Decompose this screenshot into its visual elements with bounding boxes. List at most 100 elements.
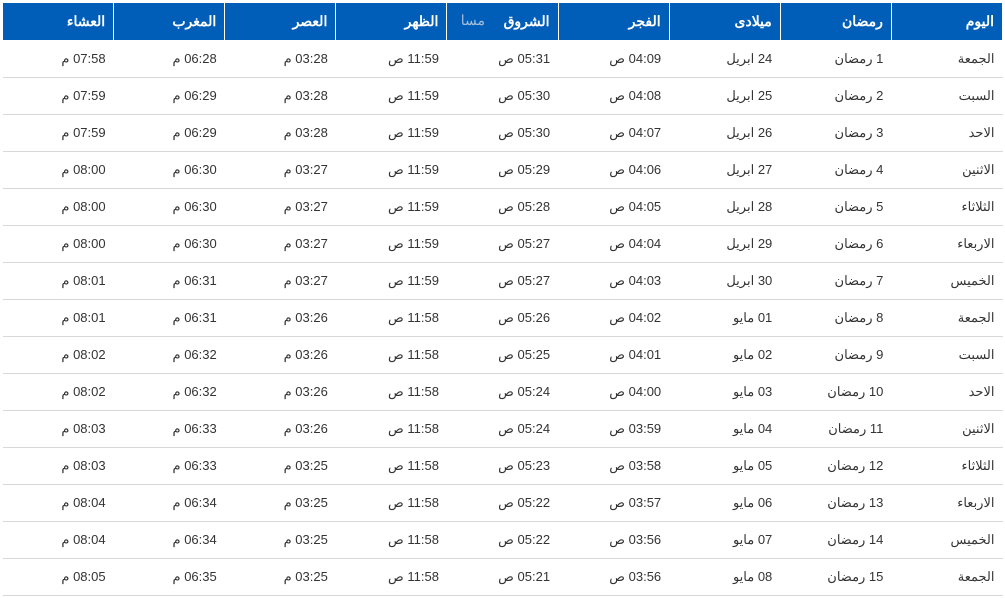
table-cell: 05:24 ص xyxy=(447,411,558,448)
table-cell: 05:24 ص xyxy=(447,374,558,411)
table-cell: 04:04 ص xyxy=(558,226,669,263)
table-cell: 05:25 ص xyxy=(447,337,558,374)
table-cell: الجمعة xyxy=(891,300,1002,337)
table-cell: 08:05 م xyxy=(3,559,114,596)
table-cell: 30 ابريل xyxy=(669,263,780,300)
table-cell: 2 رمضان xyxy=(780,78,891,115)
table-cell: 03:28 م xyxy=(225,78,336,115)
table-cell: الاحد xyxy=(891,374,1002,411)
table-cell: 3 رمضان xyxy=(780,115,891,152)
table-cell: 03:59 ص xyxy=(558,411,669,448)
table-cell: 05:29 ص xyxy=(447,152,558,189)
table-cell: 02 مايو xyxy=(669,337,780,374)
table-cell: 08:02 م xyxy=(3,337,114,374)
table-cell: 06:33 م xyxy=(114,448,225,485)
table-cell: 03:25 م xyxy=(225,448,336,485)
table-cell: 03:26 م xyxy=(225,337,336,374)
table-cell: الاثنين xyxy=(891,152,1002,189)
table-cell: 08:04 م xyxy=(3,485,114,522)
prayer-times-table: اليومرمضانميلادىالفجرالشروقالظهرالعصرالم… xyxy=(2,2,1003,596)
column-header: اليوم xyxy=(891,3,1002,41)
table-cell: 06:34 م xyxy=(114,522,225,559)
table-cell: 01 مايو xyxy=(669,300,780,337)
table-cell: 08:03 م xyxy=(3,448,114,485)
table-cell: 05:27 ص xyxy=(447,263,558,300)
table-cell: 05:22 ص xyxy=(447,485,558,522)
table-cell: 08:00 م xyxy=(3,152,114,189)
table-row: الثلاثاء5 رمضان28 ابريل04:05 ص05:28 ص11:… xyxy=(3,189,1003,226)
table-cell: 06:30 م xyxy=(114,152,225,189)
table-cell: 08:00 م xyxy=(3,226,114,263)
table-cell: 05:30 ص xyxy=(447,78,558,115)
table-row: الاحد3 رمضان26 ابريل04:07 ص05:30 ص11:59 … xyxy=(3,115,1003,152)
table-cell: الخميس xyxy=(891,522,1002,559)
table-cell: 07:59 م xyxy=(3,115,114,152)
table-cell: 03:27 م xyxy=(225,226,336,263)
table-header-row: اليومرمضانميلادىالفجرالشروقالظهرالعصرالم… xyxy=(3,3,1003,41)
table-cell: 11:58 ص xyxy=(336,374,447,411)
table-cell: 04:00 ص xyxy=(558,374,669,411)
table-cell: 05:23 ص xyxy=(447,448,558,485)
table-cell: 06:30 م xyxy=(114,226,225,263)
table-cell: 05:30 ص xyxy=(447,115,558,152)
table-row: الجمعة1 رمضان24 ابريل04:09 ص05:31 ص11:59… xyxy=(3,41,1003,78)
table-cell: 03:56 ص xyxy=(558,522,669,559)
table-cell: 06:30 م xyxy=(114,189,225,226)
table-cell: 05 مايو xyxy=(669,448,780,485)
table-cell: 03 مايو xyxy=(669,374,780,411)
table-row: السبت2 رمضان25 ابريل04:08 ص05:30 ص11:59 … xyxy=(3,78,1003,115)
column-header: الفجر xyxy=(558,3,669,41)
table-cell: 06:32 م xyxy=(114,337,225,374)
table-cell: 03:57 ص xyxy=(558,485,669,522)
table-row: الثلاثاء12 رمضان05 مايو03:58 ص05:23 ص11:… xyxy=(3,448,1003,485)
table-row: الاثنين11 رمضان04 مايو03:59 ص05:24 ص11:5… xyxy=(3,411,1003,448)
table-cell: 03:28 م xyxy=(225,115,336,152)
table-cell: الاثنين xyxy=(891,411,1002,448)
table-cell: 05:28 ص xyxy=(447,189,558,226)
table-cell: 04 مايو xyxy=(669,411,780,448)
column-header: ميلادى xyxy=(669,3,780,41)
column-header: الظهر xyxy=(336,3,447,41)
table-row: الخميس7 رمضان30 ابريل04:03 ص05:27 ص11:59… xyxy=(3,263,1003,300)
table-cell: 04:08 ص xyxy=(558,78,669,115)
table-cell: 08 مايو xyxy=(669,559,780,596)
table-cell: 05:31 ص xyxy=(447,41,558,78)
table-cell: 26 ابريل xyxy=(669,115,780,152)
table-cell: 03:26 م xyxy=(225,374,336,411)
table-cell: الجمعة xyxy=(891,559,1002,596)
table-cell: 04:03 ص xyxy=(558,263,669,300)
table-cell: 11:58 ص xyxy=(336,411,447,448)
table-cell: 05:26 ص xyxy=(447,300,558,337)
table-cell: 10 رمضان xyxy=(780,374,891,411)
table-cell: الجمعة xyxy=(891,41,1002,78)
table-cell: 03:58 ص xyxy=(558,448,669,485)
table-row: السبت9 رمضان02 مايو04:01 ص05:25 ص11:58 ص… xyxy=(3,337,1003,374)
table-row: الجمعة8 رمضان01 مايو04:02 ص05:26 ص11:58 … xyxy=(3,300,1003,337)
table-cell: السبت xyxy=(891,78,1002,115)
table-cell: 11:59 ص xyxy=(336,115,447,152)
table-cell: 06:31 م xyxy=(114,263,225,300)
column-header: العصر xyxy=(225,3,336,41)
table-cell: 06 مايو xyxy=(669,485,780,522)
table-cell: 06:29 م xyxy=(114,115,225,152)
table-cell: 4 رمضان xyxy=(780,152,891,189)
table-cell: 13 رمضان xyxy=(780,485,891,522)
table-cell: 28 ابريل xyxy=(669,189,780,226)
table-cell: 11:59 ص xyxy=(336,226,447,263)
table-cell: 8 رمضان xyxy=(780,300,891,337)
table-cell: 11:59 ص xyxy=(336,41,447,78)
table-cell: 11:58 ص xyxy=(336,448,447,485)
table-cell: 08:01 م xyxy=(3,263,114,300)
table-cell: 06:32 م xyxy=(114,374,225,411)
table-cell: 08:00 م xyxy=(3,189,114,226)
table-cell: 11:58 ص xyxy=(336,522,447,559)
table-cell: 03:26 م xyxy=(225,411,336,448)
table-cell: 05:22 ص xyxy=(447,522,558,559)
column-header: رمضان xyxy=(780,3,891,41)
table-row: الجمعة15 رمضان08 مايو03:56 ص05:21 ص11:58… xyxy=(3,559,1003,596)
table-cell: 03:28 م xyxy=(225,41,336,78)
table-cell: الاربعاء xyxy=(891,226,1002,263)
column-header: الشروق xyxy=(447,3,558,41)
table-cell: 04:01 ص xyxy=(558,337,669,374)
table-cell: 06:34 م xyxy=(114,485,225,522)
